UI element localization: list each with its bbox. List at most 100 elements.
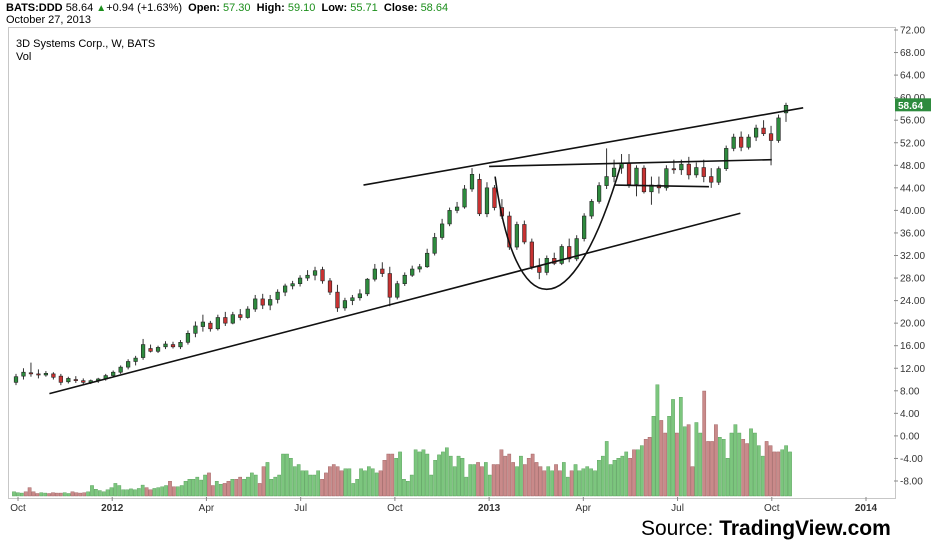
volume-bar	[289, 458, 293, 497]
volume-bar	[16, 492, 20, 497]
volume-bar	[51, 492, 55, 497]
volume-bar	[257, 483, 262, 497]
volume-bar	[363, 470, 367, 497]
volume-bar	[164, 485, 168, 497]
volume-bar	[694, 422, 699, 497]
y-tick-label: 56.00	[900, 116, 925, 127]
volume-bar	[355, 479, 359, 497]
volume-bar	[671, 399, 675, 497]
volume-bar	[47, 493, 51, 497]
volume-bar	[347, 468, 352, 497]
volume-bar	[659, 420, 664, 497]
close-label: Close:	[383, 2, 418, 14]
candle-body	[253, 298, 258, 310]
volume-bar	[168, 481, 172, 497]
volume-bar	[234, 479, 239, 497]
x-tick-label: Jul	[294, 503, 307, 514]
volume-bar	[780, 449, 785, 497]
volume-bar	[745, 443, 749, 497]
candle-body	[425, 252, 430, 268]
candle-body	[372, 268, 377, 280]
y-tick-label: 32.00	[900, 251, 925, 262]
volume-bar	[456, 455, 461, 497]
candle-body	[28, 372, 34, 375]
candle-body	[51, 373, 56, 378]
x-tick-label: Oct	[764, 503, 780, 514]
candle-body	[178, 342, 183, 348]
last-price: 58.64	[65, 2, 94, 14]
candle-body	[395, 283, 400, 298]
volume-bar	[421, 449, 426, 497]
candle-body	[701, 167, 706, 177]
candle-body	[641, 167, 647, 193]
candle-body	[215, 317, 220, 330]
candle-body	[679, 163, 684, 171]
volume-bar	[214, 481, 219, 497]
open-label: Open:	[188, 2, 220, 14]
volume-bar	[156, 487, 161, 497]
volume-bar	[530, 453, 535, 497]
volume-bar	[367, 466, 371, 497]
volume-bar	[339, 470, 344, 497]
up-arrow-icon: ▲	[96, 3, 107, 14]
volume-bar	[78, 492, 83, 497]
candle-body	[170, 344, 176, 348]
volume-bar	[612, 460, 617, 497]
candle-body	[567, 246, 572, 260]
candle-body	[335, 291, 340, 309]
candle-body	[238, 314, 243, 318]
y-tick-label: 44.00	[900, 183, 925, 194]
volume-bar	[82, 492, 87, 497]
volume-bar	[554, 464, 558, 497]
volume-bar	[737, 432, 742, 497]
volume-bar	[43, 492, 48, 497]
volume-bar	[55, 492, 59, 497]
candle-body	[686, 163, 691, 176]
volume-bar	[429, 474, 434, 497]
volume-bar	[445, 447, 449, 497]
volume-bar	[101, 491, 106, 497]
volume-bar	[511, 462, 515, 497]
volume-bar	[503, 455, 508, 497]
volume-bar	[542, 470, 547, 497]
volume-bar	[39, 492, 44, 497]
volume-bar	[620, 455, 625, 497]
candle-body	[537, 266, 542, 273]
volume-bar	[402, 479, 406, 497]
candle-body	[283, 285, 288, 293]
volume-bar	[480, 466, 484, 497]
y-tick-label: 0.00	[900, 431, 920, 442]
volume-bar	[175, 486, 180, 497]
volume-bar	[624, 451, 629, 497]
candle-body	[380, 268, 385, 274]
volume-bar	[19, 492, 24, 497]
x-tick-label: Apr	[199, 503, 215, 514]
y-tick-label: 52.00	[900, 138, 925, 149]
candle-body	[111, 371, 116, 376]
candle-body	[387, 273, 392, 298]
volume-bar	[741, 439, 746, 497]
volume-bar	[66, 493, 71, 497]
volume-bar	[300, 470, 305, 497]
chart-title: 3D Systems Corp., W, BATS	[16, 38, 156, 50]
candle-body	[223, 317, 228, 324]
candle-body	[230, 314, 235, 324]
volume-bar	[242, 479, 246, 497]
chart-panel[interactable]	[8, 27, 896, 499]
volume-bar	[261, 466, 266, 497]
candle-body	[200, 321, 205, 327]
candle-body	[43, 373, 49, 376]
candle-body	[574, 238, 579, 260]
volume-bar	[565, 476, 570, 497]
candle-body	[671, 168, 676, 171]
x-tick-label: 2014	[855, 503, 878, 514]
volume-bar	[207, 472, 211, 497]
volume-bar	[546, 466, 551, 497]
candle-body	[522, 224, 527, 243]
volume-bar	[335, 466, 340, 497]
volume-bar	[86, 491, 90, 497]
volume-bar	[753, 432, 757, 497]
candle-body	[544, 258, 549, 273]
candle-body	[739, 136, 744, 148]
